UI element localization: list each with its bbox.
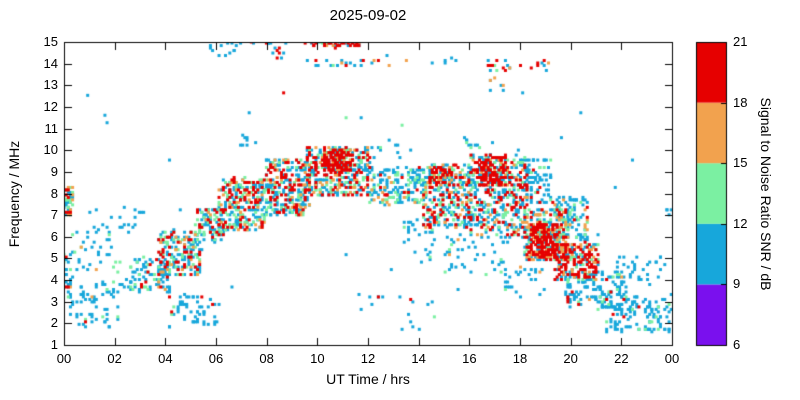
y-tick-label: 3 (50, 293, 58, 309)
y-tick-label: 12 (43, 98, 58, 114)
x-tick-label: 12 (360, 351, 376, 366)
x-tick-label: 10 (310, 351, 325, 366)
x-tick-label: 14 (411, 351, 426, 366)
x-tick-label: 22 (614, 351, 629, 366)
colorbar-tick-label: 12 (733, 215, 748, 231)
x-axis-label: UT Time / hrs (326, 371, 410, 387)
colorbar-tick-label: 21 (733, 34, 748, 49)
colorbar-tick-label: 9 (733, 276, 741, 292)
y-tick-label: 13 (43, 77, 58, 93)
colorbar-tick-label: 15 (733, 155, 748, 171)
x-tick-label: 02 (107, 351, 122, 366)
x-tick-label: 00 (664, 351, 680, 366)
y-tick-label: 4 (50, 272, 58, 288)
y-tick-label: 15 (43, 34, 58, 49)
colorbar-label: Signal to Noise Ratio SNR / dB (758, 97, 774, 291)
colorbar-tick-label: 6 (733, 337, 741, 352)
colorbar-tick-label: 18 (733, 94, 748, 110)
x-tick-label: 08 (259, 351, 274, 366)
x-tick-label: 18 (512, 351, 528, 366)
y-tick-label: 8 (50, 185, 58, 201)
x-tick-label: 20 (563, 351, 578, 366)
y-tick-label: 1 (50, 337, 58, 352)
y-axis-label: Frequency / MHz (6, 140, 22, 248)
x-tick-label: 00 (56, 351, 72, 366)
y-tick-label: 2 (50, 315, 58, 331)
y-tick-label: 5 (50, 250, 58, 266)
y-tick-label: 11 (44, 120, 59, 136)
x-tick-label: 04 (158, 351, 173, 366)
x-tick-label: 16 (462, 351, 477, 366)
y-tick-label: 10 (43, 142, 58, 158)
chart-title: 2025-09-02 (329, 7, 407, 24)
x-tick-label: 06 (208, 351, 224, 366)
y-tick-label: 7 (50, 207, 58, 223)
y-tick-label: 6 (50, 228, 58, 244)
y-tick-label: 9 (50, 163, 58, 179)
y-tick-label: 14 (43, 55, 58, 71)
